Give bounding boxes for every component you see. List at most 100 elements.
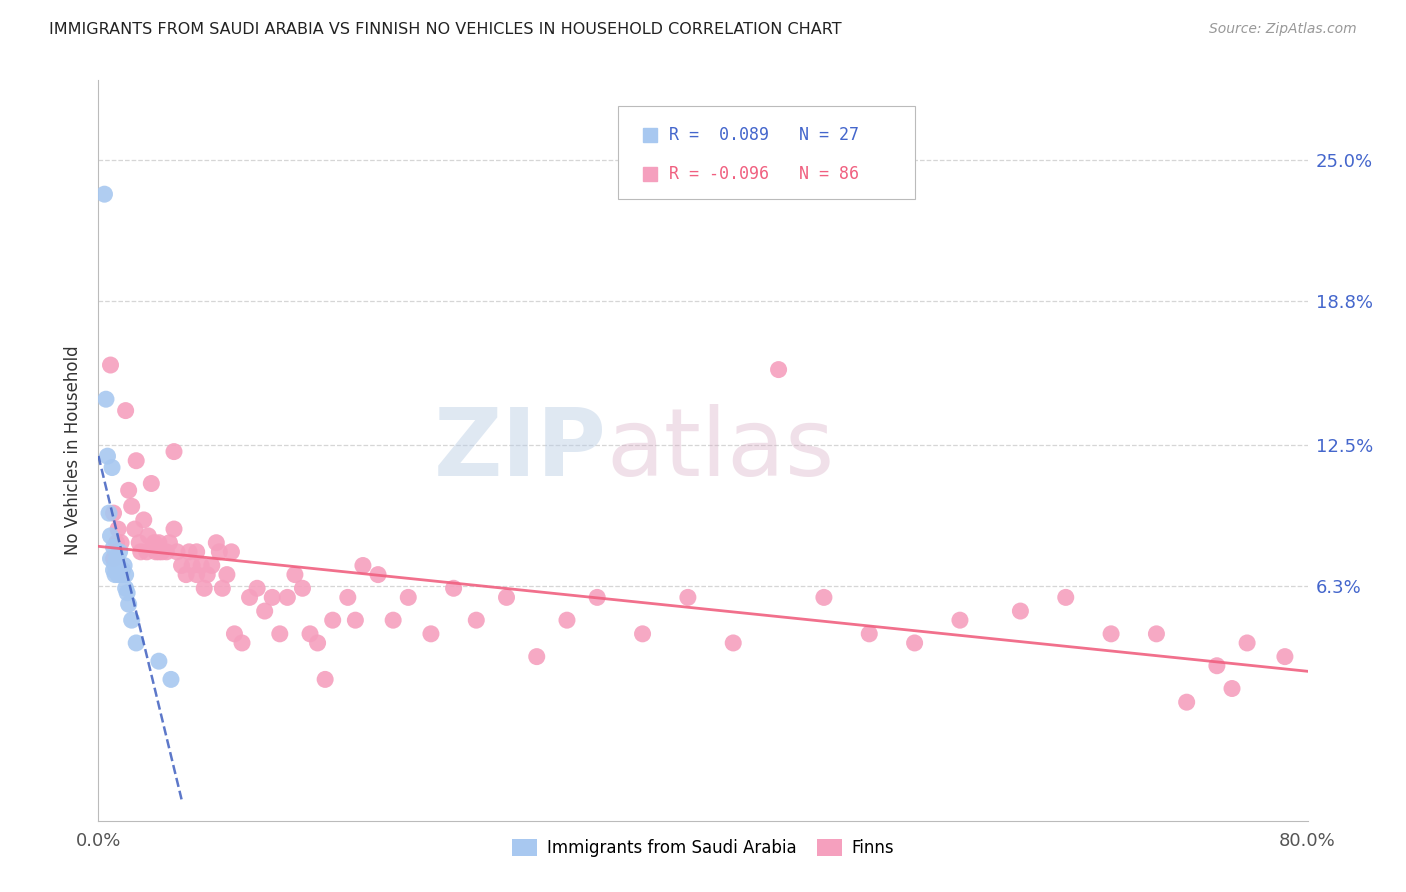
Point [195,567,218,582]
Point [163,444,186,458]
Point [443,582,465,596]
Point [299,627,322,641]
Point [163,522,186,536]
Point [94,392,117,407]
Point [121,500,143,514]
Point [1099,627,1122,641]
Point [352,558,374,573]
Point [1236,636,1258,650]
Point [112,558,135,573]
Point [148,535,170,549]
Y-axis label: No Vehicles in Household: No Vehicles in Household [63,345,82,556]
Point [111,563,134,577]
Point [336,591,359,605]
Point [949,613,972,627]
Point [284,567,307,582]
Point [239,591,262,605]
Point [1274,649,1296,664]
Point [148,654,170,668]
Point [1220,681,1243,696]
Point [135,545,157,559]
Point [114,582,136,596]
Point [495,591,517,605]
Point [344,613,367,627]
Point [121,613,143,627]
Point [143,535,166,549]
Legend: Immigrants from Saudi Arabia, Finns: Immigrants from Saudi Arabia, Finns [512,838,894,856]
Point [100,529,122,543]
Point [129,545,152,559]
Point [105,535,128,549]
Point [96,449,118,463]
Point [526,649,548,664]
Point [322,613,344,627]
Point [181,558,204,573]
Point [100,358,122,372]
Point [132,513,155,527]
Point [155,545,177,559]
Point [813,591,835,605]
Point [150,545,173,559]
Point [631,627,654,641]
Point [201,558,224,573]
Point [291,582,314,596]
Point [465,613,488,627]
Point [262,591,284,605]
Point [141,476,163,491]
Point [276,591,298,605]
Point [307,636,329,650]
Point [215,567,238,582]
Point [253,604,276,618]
Point [221,545,243,559]
Point [1144,627,1167,641]
Point [174,567,197,582]
Point [190,558,212,573]
Point [93,187,115,202]
Point [160,673,183,687]
Point [103,541,125,555]
Point [128,535,150,549]
Point [396,591,419,605]
Point [136,529,159,543]
Point [104,567,127,582]
Point [269,627,291,641]
Point [115,586,138,600]
Point [110,567,132,582]
Point [179,545,201,559]
Point [110,535,132,549]
Point [1054,591,1077,605]
Point [904,636,927,650]
Point [1010,604,1032,618]
Point [1175,695,1198,709]
Point [100,551,122,566]
Point [420,627,443,641]
Point [231,636,253,650]
Point [125,636,148,650]
Point [125,453,148,467]
Point [114,403,136,417]
Point [114,567,136,582]
Point [124,522,146,536]
Point [246,582,269,596]
Text: IMMIGRANTS FROM SAUDI ARABIA VS FINNISH NO VEHICLES IN HOUSEHOLD CORRELATION CHA: IMMIGRANTS FROM SAUDI ARABIA VS FINNISH … [49,22,842,37]
Point [314,673,336,687]
Point [105,563,128,577]
Point [98,506,121,520]
Point [148,545,170,559]
Point [193,582,215,596]
Text: Source: ZipAtlas.com: Source: ZipAtlas.com [1209,22,1357,37]
Point [723,636,745,650]
Text: atlas: atlas [606,404,835,497]
Point [586,591,609,605]
Point [186,567,208,582]
Text: ZIP: ZIP [433,404,606,497]
Point [118,597,141,611]
Point [858,627,880,641]
Point [170,558,193,573]
Point [103,506,125,520]
Point [107,558,129,573]
Point [555,613,578,627]
Point [224,627,246,641]
Point [103,563,125,577]
Point [166,545,188,559]
